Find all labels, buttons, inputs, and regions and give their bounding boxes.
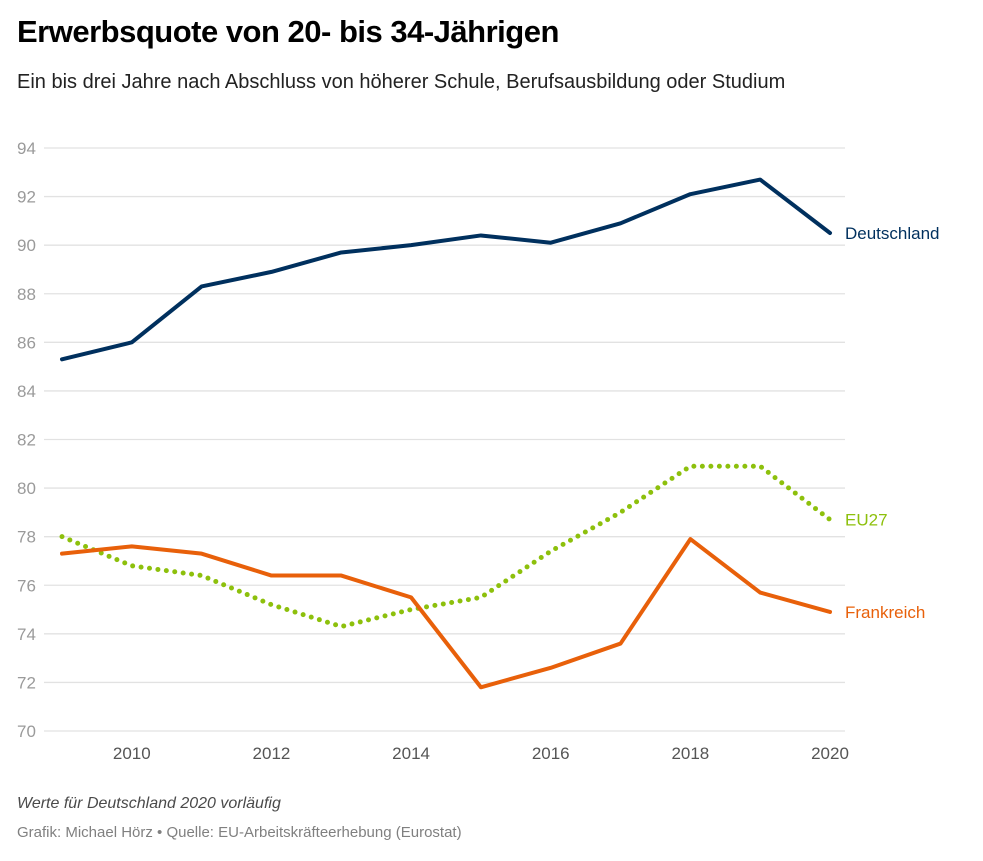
x-tick-label: 2016 xyxy=(532,744,570,763)
series-labels: Deutschland EU27 Frankreich xyxy=(845,224,940,622)
y-tick-label: 88 xyxy=(17,285,36,304)
chart-subtitle: Ein bis drei Jahre nach Abschluss von hö… xyxy=(17,71,786,93)
y-tick-label: 70 xyxy=(17,722,36,741)
series-line-deutschland xyxy=(60,177,832,362)
y-tick-label: 78 xyxy=(17,528,36,547)
series-lines xyxy=(59,177,833,690)
series-label-deutschland: Deutschland xyxy=(845,224,940,243)
y-axis-ticks: 70 72 74 76 78 80 82 84 86 88 90 92 94 xyxy=(17,139,36,741)
series-line-eu27 xyxy=(59,463,833,630)
y-tick-label: 84 xyxy=(17,382,36,401)
y-tick-label: 80 xyxy=(17,479,36,498)
y-tick-label: 90 xyxy=(17,236,36,255)
x-tick-label: 2014 xyxy=(392,744,430,763)
y-tick-label: 82 xyxy=(17,431,36,450)
x-tick-label: 2010 xyxy=(113,744,151,763)
footnote: Werte für Deutschland 2020 vorläufig xyxy=(17,795,281,812)
y-tick-label: 92 xyxy=(17,188,36,207)
x-tick-label: 2020 xyxy=(811,744,849,763)
series-label-frankreich: Frankreich xyxy=(845,603,925,622)
x-tick-label: 2012 xyxy=(253,744,291,763)
source-credit: Grafik: Michael Hörz • Quelle: EU-Arbeit… xyxy=(17,824,462,841)
y-tick-label: 74 xyxy=(17,625,36,644)
gridlines xyxy=(44,147,845,732)
series-line-frankreich xyxy=(60,537,832,690)
x-axis-ticks: 2010 2012 2014 2016 2018 2020 xyxy=(113,744,849,763)
x-tick-label: 2018 xyxy=(671,744,709,763)
y-tick-label: 76 xyxy=(17,576,36,595)
y-tick-label: 72 xyxy=(17,673,36,692)
series-label-eu27: EU27 xyxy=(845,511,888,530)
y-tick-label: 86 xyxy=(17,333,36,352)
chart-title: Erwerbsquote von 20- bis 34-Jährigen xyxy=(17,14,559,49)
y-tick-label: 94 xyxy=(17,139,36,158)
